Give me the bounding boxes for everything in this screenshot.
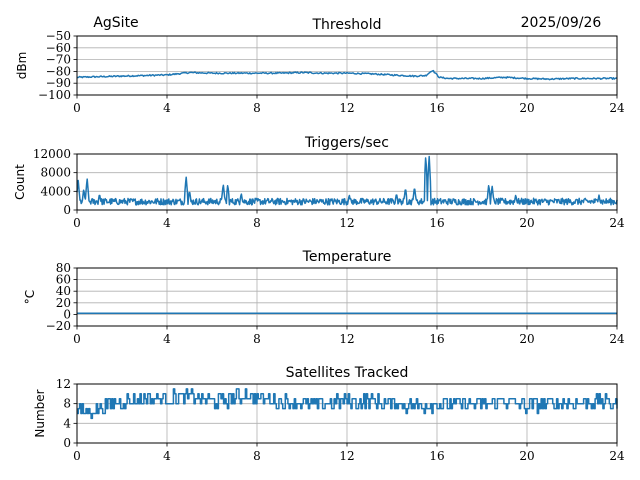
y-tick-label: 8 (63, 397, 71, 411)
y-tick-label: 40 (56, 284, 71, 298)
x-tick-label: 12 (339, 216, 354, 230)
y-tick-label: −60 (46, 41, 71, 55)
x-tick-label: 16 (429, 449, 444, 463)
subplot-4: 0 4 8 12 16 20 24 0 4 8 12 Satellites Tracked Number (33, 365, 625, 463)
x-tick-label: 4 (163, 216, 171, 230)
x-tick-label: 8 (253, 332, 261, 346)
subplot-1: 0 4 8 12 16 20 24 −100−90−80−70−60−50 Threshold d… (15, 17, 625, 115)
report-date: 2025/09/26 (521, 15, 602, 31)
subplot-title: Temperature (302, 249, 392, 265)
y-tick-label: −90 (46, 76, 71, 90)
y-tick-label: 20 (56, 296, 71, 310)
subplot-title: Threshold (312, 17, 382, 33)
x-tick-label: 0 (73, 101, 81, 115)
y-tick-label: 12 (56, 377, 71, 391)
x-tick-label: 4 (163, 449, 171, 463)
y-tick-label: 0 (63, 307, 71, 321)
y-tick-label: 4000 (40, 184, 71, 198)
y-tick-label: −80 (46, 64, 71, 78)
y-tick-label: −50 (46, 29, 71, 43)
x-tick-label: 24 (609, 101, 625, 115)
subplot-2: 0 4 8 12 16 20 24 0 4000 8000 12000 Triggers/sec Cou… (13, 135, 625, 230)
x-tick-label: 0 (73, 449, 81, 463)
y-axis-label: Number (33, 389, 47, 437)
plots: 0 4 8 12 16 20 24 −100−90−80−70−60−50 Threshold d… (13, 17, 625, 463)
x-tick-label: 12 (339, 449, 354, 463)
series-line (77, 388, 618, 420)
series-line (76, 155, 618, 206)
y-tick-label: 0 (63, 436, 71, 450)
x-tick-label: 4 (163, 332, 171, 346)
subplot-title: Satellites Tracked (286, 365, 409, 381)
x-tick-label: 0 (73, 216, 81, 230)
y-axis-label: dBm (15, 52, 29, 80)
y-tick-label: 4 (63, 416, 71, 430)
y-tick-label: 60 (56, 273, 71, 287)
subplot-title: Triggers/sec (304, 135, 389, 151)
x-tick-label: 8 (253, 101, 261, 115)
x-tick-label: 12 (339, 332, 354, 346)
y-tick-label: 8000 (40, 166, 71, 180)
y-tick-label: 80 (56, 261, 71, 275)
y-axis-label: Count (13, 164, 27, 200)
x-tick-label: 0 (73, 332, 81, 346)
x-tick-label: 12 (339, 101, 354, 115)
x-tick-label: 4 (163, 101, 171, 115)
y-tick-label: −20 (46, 319, 71, 333)
x-tick-label: 20 (519, 332, 534, 346)
y-tick-label: −70 (46, 53, 71, 67)
y-tick-label: 12000 (33, 147, 71, 161)
series-line (76, 69, 618, 81)
x-tick-label: 24 (609, 449, 625, 463)
site-name: AgSite (93, 15, 138, 31)
x-tick-label: 16 (429, 332, 444, 346)
y-tick-label: 0 (63, 203, 71, 217)
x-tick-label: 24 (609, 216, 625, 230)
x-tick-label: 8 (253, 449, 261, 463)
y-axis-label: °C (23, 290, 37, 304)
x-tick-label: 20 (519, 216, 534, 230)
x-tick-label: 8 (253, 216, 261, 230)
x-tick-label: 24 (609, 332, 625, 346)
x-tick-label: 20 (519, 101, 534, 115)
x-tick-label: 20 (519, 449, 534, 463)
y-tick-label: −100 (38, 88, 71, 102)
x-tick-label: 16 (429, 101, 444, 115)
x-tick-label: 16 (429, 216, 444, 230)
